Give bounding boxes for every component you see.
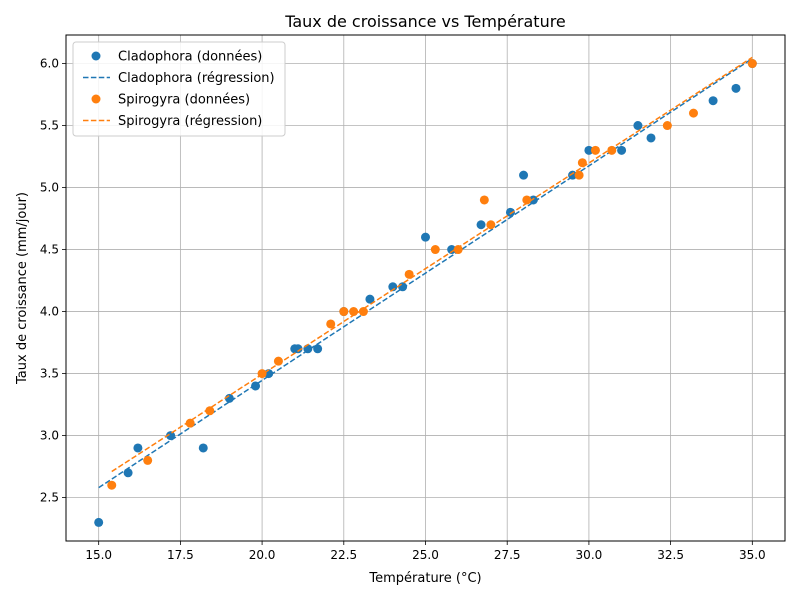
x-tick-label: 25.0 — [412, 548, 439, 562]
data-point — [479, 195, 489, 205]
legend-box — [72, 41, 286, 137]
x-tick-label: 17.5 — [167, 548, 194, 562]
legend-label: Spirogyra (régression) — [118, 114, 262, 129]
y-axis-label: Taux de croissance (mm/jour) — [15, 192, 30, 385]
data-point — [453, 245, 463, 255]
series-layer — [94, 56, 757, 527]
data-point — [731, 83, 741, 93]
y-tick-label: 6.0 — [40, 57, 59, 71]
legend-entry: Spirogyra (régression) — [83, 114, 262, 129]
data-point — [617, 145, 627, 155]
data-point — [421, 232, 430, 242]
series-2 — [107, 59, 757, 490]
x-tick-label: 35.0 — [739, 548, 766, 562]
data-point — [584, 145, 594, 155]
data-point — [313, 344, 323, 354]
data-point — [143, 455, 153, 465]
legend-marker-swatch — [91, 51, 101, 61]
data-point — [708, 96, 718, 106]
x-tick-label: 30.0 — [576, 548, 603, 562]
data-point — [476, 220, 486, 230]
data-point — [688, 108, 698, 118]
ticks-layer: 15.0 17.5 20.0 22.5 25.0 27.5 30.0 32.5 35.0 2.5 3… — [40, 57, 766, 562]
data-point — [590, 145, 600, 155]
x-tick-label: 27.5 — [494, 548, 521, 562]
data-point — [166, 431, 176, 441]
data-point — [293, 344, 303, 354]
data-point — [447, 245, 457, 255]
legend-label: Cladophora (régression) — [118, 71, 275, 86]
data-point — [505, 207, 515, 217]
data-point — [646, 133, 656, 143]
series-1 — [98, 57, 753, 489]
data-point — [326, 319, 336, 329]
x-tick-label: 22.5 — [330, 548, 357, 562]
y-tick-label: 5.5 — [40, 119, 59, 133]
data-point — [633, 121, 643, 131]
x-axis-label: Température (°C) — [368, 571, 481, 586]
y-tick-label: 4.0 — [40, 305, 59, 319]
legend-marker-swatch — [91, 94, 101, 104]
legend-entry: Spirogyra (données) — [91, 93, 250, 108]
y-tick-label: 2.5 — [40, 491, 59, 505]
data-point — [273, 356, 283, 366]
data-point — [404, 269, 414, 279]
regression-line — [98, 57, 753, 489]
series-3 — [111, 56, 753, 473]
data-point — [107, 480, 117, 490]
data-point — [349, 307, 359, 317]
data-point — [522, 195, 532, 205]
data-point — [198, 443, 208, 453]
legend-entry: Cladophora (données) — [91, 50, 262, 65]
data-point — [519, 170, 529, 180]
data-point — [607, 145, 617, 155]
y-tick-label: 4.5 — [40, 243, 59, 257]
data-point — [358, 307, 368, 317]
y-tick-label: 3.5 — [40, 367, 59, 381]
legend-entry: Cladophora (régression) — [83, 71, 275, 86]
data-point — [205, 406, 215, 416]
x-tick-label: 32.5 — [657, 548, 684, 562]
data-point — [574, 170, 584, 180]
data-point — [133, 443, 143, 453]
data-point — [486, 220, 496, 230]
data-point — [365, 294, 375, 304]
data-point — [185, 418, 195, 428]
y-tick-label: 3.0 — [40, 429, 59, 443]
x-tick-label: 15.0 — [85, 548, 112, 562]
data-point — [747, 59, 757, 69]
y-tick-label: 5.0 — [40, 181, 59, 195]
chart-title: Taux de croissance vs Température — [284, 12, 566, 31]
data-point — [662, 121, 672, 131]
regression-line — [111, 56, 753, 473]
data-point — [528, 195, 538, 205]
data-point — [339, 307, 349, 317]
legend: Cladophora (données) Cladophora (régressi… — [72, 41, 286, 137]
x-tick-label: 20.0 — [249, 548, 276, 562]
data-point — [430, 245, 440, 255]
legend-label: Cladophora (données) — [118, 50, 262, 65]
data-point — [94, 517, 104, 527]
legend-label: Spirogyra (données) — [118, 93, 250, 108]
